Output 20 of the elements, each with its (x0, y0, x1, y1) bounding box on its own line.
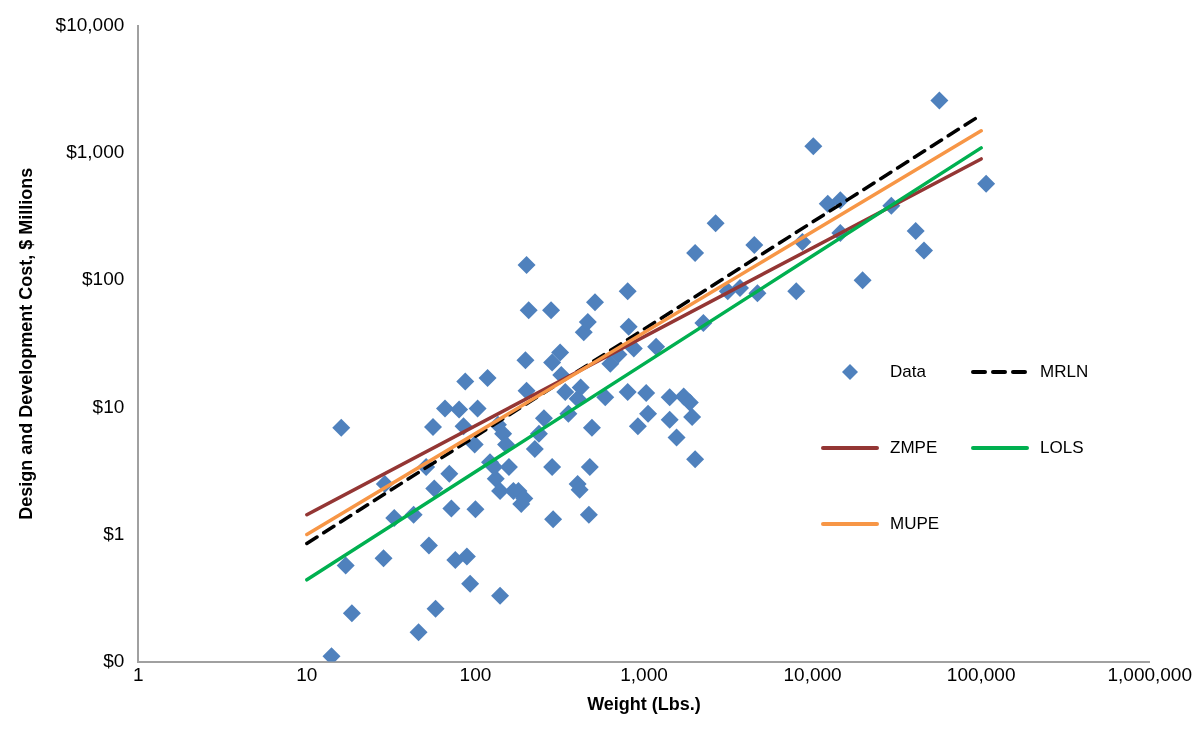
y-tick-label: $10,000 (55, 14, 125, 36)
y-axis-title: Design and Development Cost, $ Millions (15, 167, 36, 520)
x-axis-title: Weight (Lbs.) (587, 694, 701, 715)
legend-label: ZMPE (890, 438, 938, 458)
x-tick-label: 10 (296, 664, 318, 686)
legend-label: Data (890, 362, 926, 382)
y-tick-label: $10 (92, 395, 125, 417)
x-tick-label: 10,000 (783, 664, 842, 686)
x-tick-label: 100 (459, 664, 492, 686)
y-tick-label: $1,000 (66, 141, 125, 163)
x-tick-label: 1,000 (620, 664, 668, 686)
y-tick-label: $100 (82, 268, 125, 290)
y-tick-label: $1 (103, 522, 125, 544)
x-tick-label: 1 (132, 664, 144, 686)
y-tick-label: $0 (103, 649, 125, 671)
legend-label: MUPE (890, 514, 940, 534)
legend-label: LOLS (1040, 438, 1084, 458)
x-tick-label: 1,000,000 (1107, 664, 1192, 686)
x-tick-label: 100,000 (946, 664, 1016, 686)
legend-label: MRLN (1040, 362, 1089, 382)
